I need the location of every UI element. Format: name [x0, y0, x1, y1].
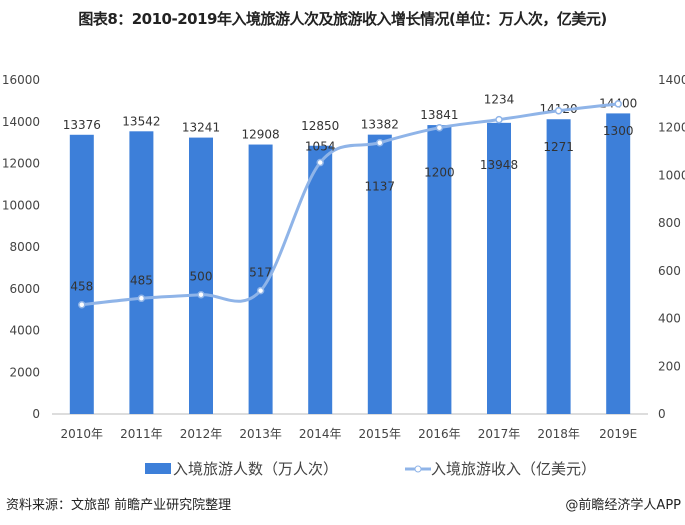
y-right-tick-label: 1200 — [658, 121, 685, 135]
x-tick-label: 2013年 — [239, 427, 282, 441]
y-left-tick-label: 10000 — [2, 198, 40, 212]
line-data-label: 500 — [190, 270, 213, 284]
line-data-label: 458 — [70, 280, 93, 294]
bar — [69, 134, 94, 414]
x-tick-label: 2016年 — [418, 427, 461, 441]
y-right-tick-label: 1400 — [658, 73, 685, 87]
legend-item-bar: 入境旅游人数（万人次） — [145, 458, 338, 479]
y-right-tick-label: 0 — [658, 407, 666, 421]
bar-data-label: 13841 — [420, 108, 458, 122]
y-left-tick-label: 12000 — [2, 157, 40, 171]
line-data-label: 517 — [249, 266, 272, 280]
y-right-tick-label: 400 — [658, 312, 681, 326]
line-series — [81, 102, 619, 307]
bar-data-label: 13948 — [480, 158, 518, 172]
line-data-label: 1137 — [365, 180, 396, 194]
bar-data-label: 13376 — [63, 118, 101, 132]
line-point — [435, 123, 444, 132]
y-right-tick-label: 600 — [658, 264, 681, 278]
legend-item-line: 入境旅游收入（亿美元） — [405, 458, 596, 479]
legend-bar-label: 入境旅游人数（万人次） — [173, 460, 339, 478]
bar — [546, 119, 571, 415]
bar — [129, 131, 154, 415]
x-tick-label: 2017年 — [478, 427, 521, 441]
y-left-tick-label: 4000 — [9, 324, 40, 338]
bar — [606, 113, 631, 415]
y-left-tick-label: 0 — [32, 407, 40, 421]
line-data-label: 1200 — [424, 166, 455, 180]
x-tick-label: 2019E — [599, 427, 637, 441]
x-tick-label: 2010年 — [61, 427, 104, 441]
x-tick-label: 2015年 — [359, 427, 402, 441]
y-right-tick-label: 1000 — [658, 168, 685, 182]
line-data-label: 1054 — [305, 140, 336, 154]
x-tick-label: 2011年 — [120, 427, 163, 441]
line-point — [614, 100, 622, 108]
line-point — [78, 300, 86, 309]
line-data-label: 1271 — [543, 140, 574, 154]
line-point — [316, 158, 324, 167]
y-left-tick-label: 8000 — [9, 240, 40, 254]
bar-data-label: 12908 — [242, 128, 280, 142]
bar-data-label: 13382 — [361, 118, 399, 132]
bar-data-label: 12850 — [301, 119, 339, 133]
legend-line-swatch — [405, 465, 431, 472]
y-right-tick-label: 200 — [658, 359, 681, 373]
bar-data-label: 13241 — [182, 121, 220, 135]
x-tick-label: 2012年 — [180, 427, 223, 441]
legend-line-label: 入境旅游收入（亿美元） — [431, 460, 597, 478]
y-left-tick-label: 6000 — [9, 282, 40, 296]
line-point — [256, 286, 265, 295]
bar — [367, 134, 392, 414]
line-point — [137, 294, 146, 303]
legend-bar-swatch — [145, 463, 171, 474]
x-tick-label: 2018年 — [537, 427, 580, 441]
line-point — [495, 115, 503, 124]
bar — [189, 137, 213, 415]
bar — [487, 122, 511, 414]
y-right-tick-label: 800 — [658, 216, 681, 230]
credit-note: @前瞻经济学人APP — [565, 498, 681, 513]
line-point — [554, 107, 563, 115]
x-tick-label: 2014年 — [299, 427, 342, 441]
y-left-tick-label: 14000 — [2, 115, 40, 129]
y-left-tick-label: 16000 — [2, 73, 40, 87]
bar — [308, 145, 333, 414]
line-data-label: 1300 — [603, 124, 634, 138]
y-left-tick-label: 2000 — [9, 365, 40, 379]
line-point — [376, 138, 384, 147]
bar-data-label: 13542 — [122, 114, 160, 128]
source-note: 资料来源：文旅部 前瞻产业研究院整理 — [6, 498, 232, 513]
line-point — [197, 290, 205, 299]
chart-title: 图表8：2010-2019年入境旅游人次及旅游收入增长情况(单位：万人次，亿美元… — [78, 10, 607, 28]
line-data-label: 1234 — [484, 93, 515, 107]
bar — [427, 125, 452, 414]
line-data-label: 485 — [130, 273, 153, 287]
